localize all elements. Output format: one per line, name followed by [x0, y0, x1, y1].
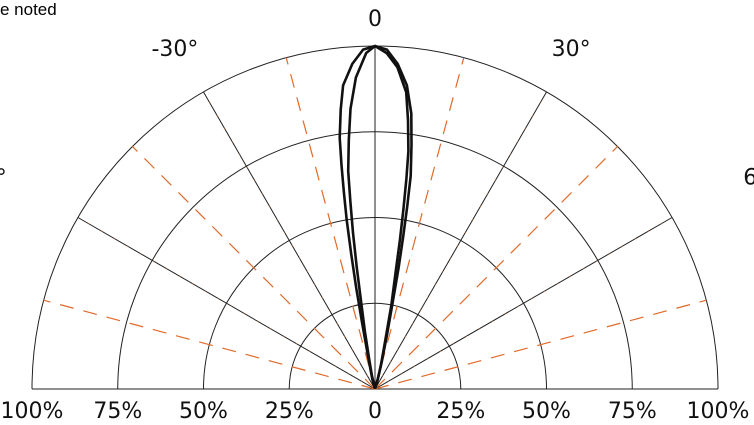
angle-label: 0: [368, 7, 382, 32]
intensity-curve-2: [346, 44, 413, 390]
guide-spoke--45: [132, 146, 376, 390]
radial-label-right: 50%: [522, 399, 571, 424]
guide-spoke-75: [374, 299, 707, 390]
radial-label-left: 75%: [93, 399, 142, 424]
guide-spoke--75: [43, 299, 376, 390]
angle-label: -60°: [0, 165, 7, 190]
guide-overlay--60: [77, 217, 376, 390]
header-fragment: e noted: [0, 0, 57, 19]
angle-label: -30°: [151, 37, 198, 62]
axis-labels: -60° -30° 0 30° 60° 100% 75% 50% 25% 0 25% 50% 75% 10…: [0, 7, 754, 424]
radial-label-center: 0: [368, 399, 382, 424]
angle-label: 30°: [552, 37, 591, 62]
intensity-curve-1: [338, 44, 410, 390]
intensity-curves: [338, 44, 413, 390]
radial-label-left: 50%: [179, 399, 228, 424]
radial-label-right: 25%: [436, 399, 485, 424]
guide-spoke-45: [374, 146, 618, 390]
guide-spoke--15: [285, 57, 376, 390]
angle-label: 60°: [743, 165, 754, 190]
radial-label-left: 25%: [265, 399, 314, 424]
radial-label-left: 100%: [1, 399, 64, 424]
polar-grid: [31, 45, 719, 390]
guide-overlay-30: [374, 91, 547, 390]
angle-guide-lines: [43, 57, 707, 390]
guide-spoke-15: [374, 57, 465, 390]
guide-overlay-60: [374, 217, 673, 390]
radial-label-right: 75%: [608, 399, 657, 424]
guide-overlay--30: [203, 91, 376, 390]
radial-label-right: 100%: [687, 399, 750, 424]
